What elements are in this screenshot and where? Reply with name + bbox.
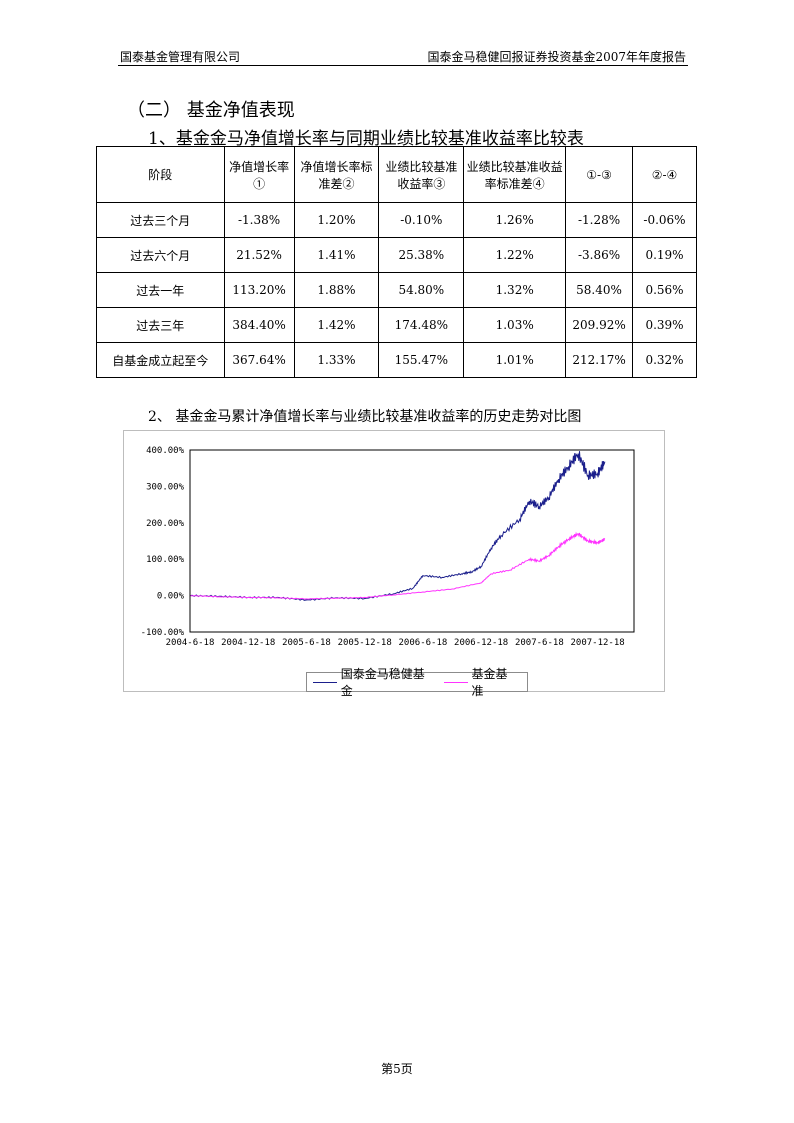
table-cell: 0.39%	[632, 307, 697, 343]
y-tick-label: 400.00%	[146, 446, 185, 456]
y-tick-label: 0.00%	[157, 592, 185, 602]
table-row: 过去三个月 -1.38% 1.20% -0.10% 1.26% -1.28% -…	[96, 202, 697, 238]
x-axis-ticks: 2004-6-18 2004-12-18 2005-6-18 2005-12-18 20…	[166, 638, 625, 648]
header-cell: 净值增长率标准差②	[293, 146, 380, 203]
table-cell: 1.22%	[463, 237, 567, 273]
table-cell: 1.33%	[293, 342, 380, 378]
y-tick-label: 300.00%	[146, 482, 185, 492]
table-cell: 21.52%	[223, 237, 295, 273]
legend-line-swatch	[443, 681, 468, 683]
x-tick-label: 2006-12-18	[454, 638, 508, 648]
table-cell: 54.80%	[378, 272, 465, 308]
table-cell: 209.92%	[565, 307, 634, 343]
y-tick-label: 200.00%	[146, 519, 185, 529]
table-header-row: 阶段 净值增长率① 净值增长率标准差② 业绩比较基准收益率③ 业绩比较基准收益率…	[96, 146, 697, 203]
table-row: 过去一年 113.20% 1.88% 54.80% 1.32% 58.40% 0…	[96, 272, 697, 308]
x-tick-label: 2004-6-18	[166, 638, 215, 648]
section-title: （二） 基金净值表现	[127, 100, 295, 121]
table-row: 自基金成立起至今 367.64% 1.33% 155.47% 1.01% 212…	[96, 342, 697, 378]
performance-table: 阶段 净值增长率① 净值增长率标准差② 业绩比较基准收益率③ 业绩比较基准收益率…	[96, 146, 697, 378]
table-cell: 113.20%	[223, 272, 295, 308]
series-lines	[189, 451, 606, 601]
header-company: 国泰基金管理有限公司	[120, 50, 241, 64]
table-cell: 1.01%	[463, 342, 567, 378]
table-cell: 自基金成立起至今	[96, 342, 225, 378]
table-cell: 过去一年	[96, 272, 225, 308]
table-cell: 1.20%	[293, 202, 380, 238]
header-cell: ②-④	[632, 146, 697, 203]
header-cell: 业绩比较基准收益率标准差④	[463, 146, 567, 203]
header-report-title: 国泰金马稳健回报证券投资基金2007年年度报告	[427, 50, 686, 64]
x-tick-label: 2007-12-18	[570, 638, 624, 648]
table-cell: 0.19%	[632, 237, 697, 273]
legend-item: 基金基准	[443, 665, 519, 699]
header-cell: 净值增长率①	[223, 146, 295, 203]
line-chart: 400.00% 300.00% 200.00% 100.00% 0.00% -100.00…	[141, 446, 635, 648]
chart-container: 400.00% 300.00% 200.00% 100.00% 0.00% -100.00…	[123, 430, 665, 698]
header-cell: ①-③	[565, 146, 634, 203]
table-cell: 1.26%	[463, 202, 567, 238]
table-cell: 0.32%	[632, 342, 697, 378]
table-cell: 25.38%	[378, 237, 465, 273]
table-cell: 1.03%	[463, 307, 567, 343]
table-row: 过去三年 384.40% 1.42% 174.48% 1.03% 209.92%…	[96, 307, 697, 343]
y-tick-label: -100.00%	[141, 628, 185, 638]
fund-series-line	[189, 451, 606, 601]
legend-label: 国泰金马稳健基金	[340, 667, 425, 698]
legend-line-swatch	[313, 681, 337, 683]
legend-label: 基金基准	[471, 667, 508, 698]
table-cell: -1.38%	[223, 202, 295, 238]
table-cell: 58.40%	[565, 272, 634, 308]
table-cell: 155.47%	[378, 342, 465, 378]
chart-title: 2、 基金金马累计净值增长率与业绩比较基准收益率的历史走势对比图	[148, 409, 582, 425]
table-cell: 212.17%	[565, 342, 634, 378]
table-title: 1、基金金马净值增长率与同期业绩比较基准收益率比较表	[148, 129, 584, 149]
header-cell: 阶段	[96, 146, 225, 203]
x-tick-label: 2005-6-18	[282, 638, 331, 648]
table-cell: 过去六个月	[96, 237, 225, 273]
table-cell: 1.32%	[463, 272, 567, 308]
table-cell: -0.06%	[632, 202, 697, 238]
header-divider	[118, 65, 688, 66]
x-tick-label: 2005-12-18	[338, 638, 392, 648]
y-axis-ticks: 400.00% 300.00% 200.00% 100.00% 0.00% -100.00…	[141, 446, 185, 638]
x-tick-label: 2004-12-18	[221, 638, 275, 648]
table-cell: 384.40%	[223, 307, 295, 343]
legend-item: 国泰金马稳健基金	[313, 665, 436, 699]
header-cell: 业绩比较基准收益率③	[378, 146, 465, 203]
page-number: 第5页	[381, 1062, 413, 1076]
table-row: 过去六个月 21.52% 1.41% 25.38% 1.22% -3.86% 0…	[96, 237, 697, 273]
benchmark-series-line	[189, 531, 606, 600]
y-tick-label: 100.00%	[146, 555, 185, 565]
x-tick-label: 2007-6-18	[515, 638, 564, 648]
table-cell: 过去三年	[96, 307, 225, 343]
x-tick-label: 2006-6-18	[399, 638, 448, 648]
table-cell: 1.41%	[293, 237, 380, 273]
table-cell: 1.88%	[293, 272, 380, 308]
plot-area-border	[189, 449, 635, 633]
table-cell: -1.28%	[565, 202, 634, 238]
table-cell: 1.42%	[293, 307, 380, 343]
table-cell: 过去三个月	[96, 202, 225, 238]
table-cell: 0.56%	[632, 272, 697, 308]
table-cell: -0.10%	[378, 202, 465, 238]
table-cell: 367.64%	[223, 342, 295, 378]
chart-legend: 国泰金马稳健基金 基金基准	[306, 667, 528, 698]
table-cell: 174.48%	[378, 307, 465, 343]
table-cell: -3.86%	[565, 237, 634, 273]
